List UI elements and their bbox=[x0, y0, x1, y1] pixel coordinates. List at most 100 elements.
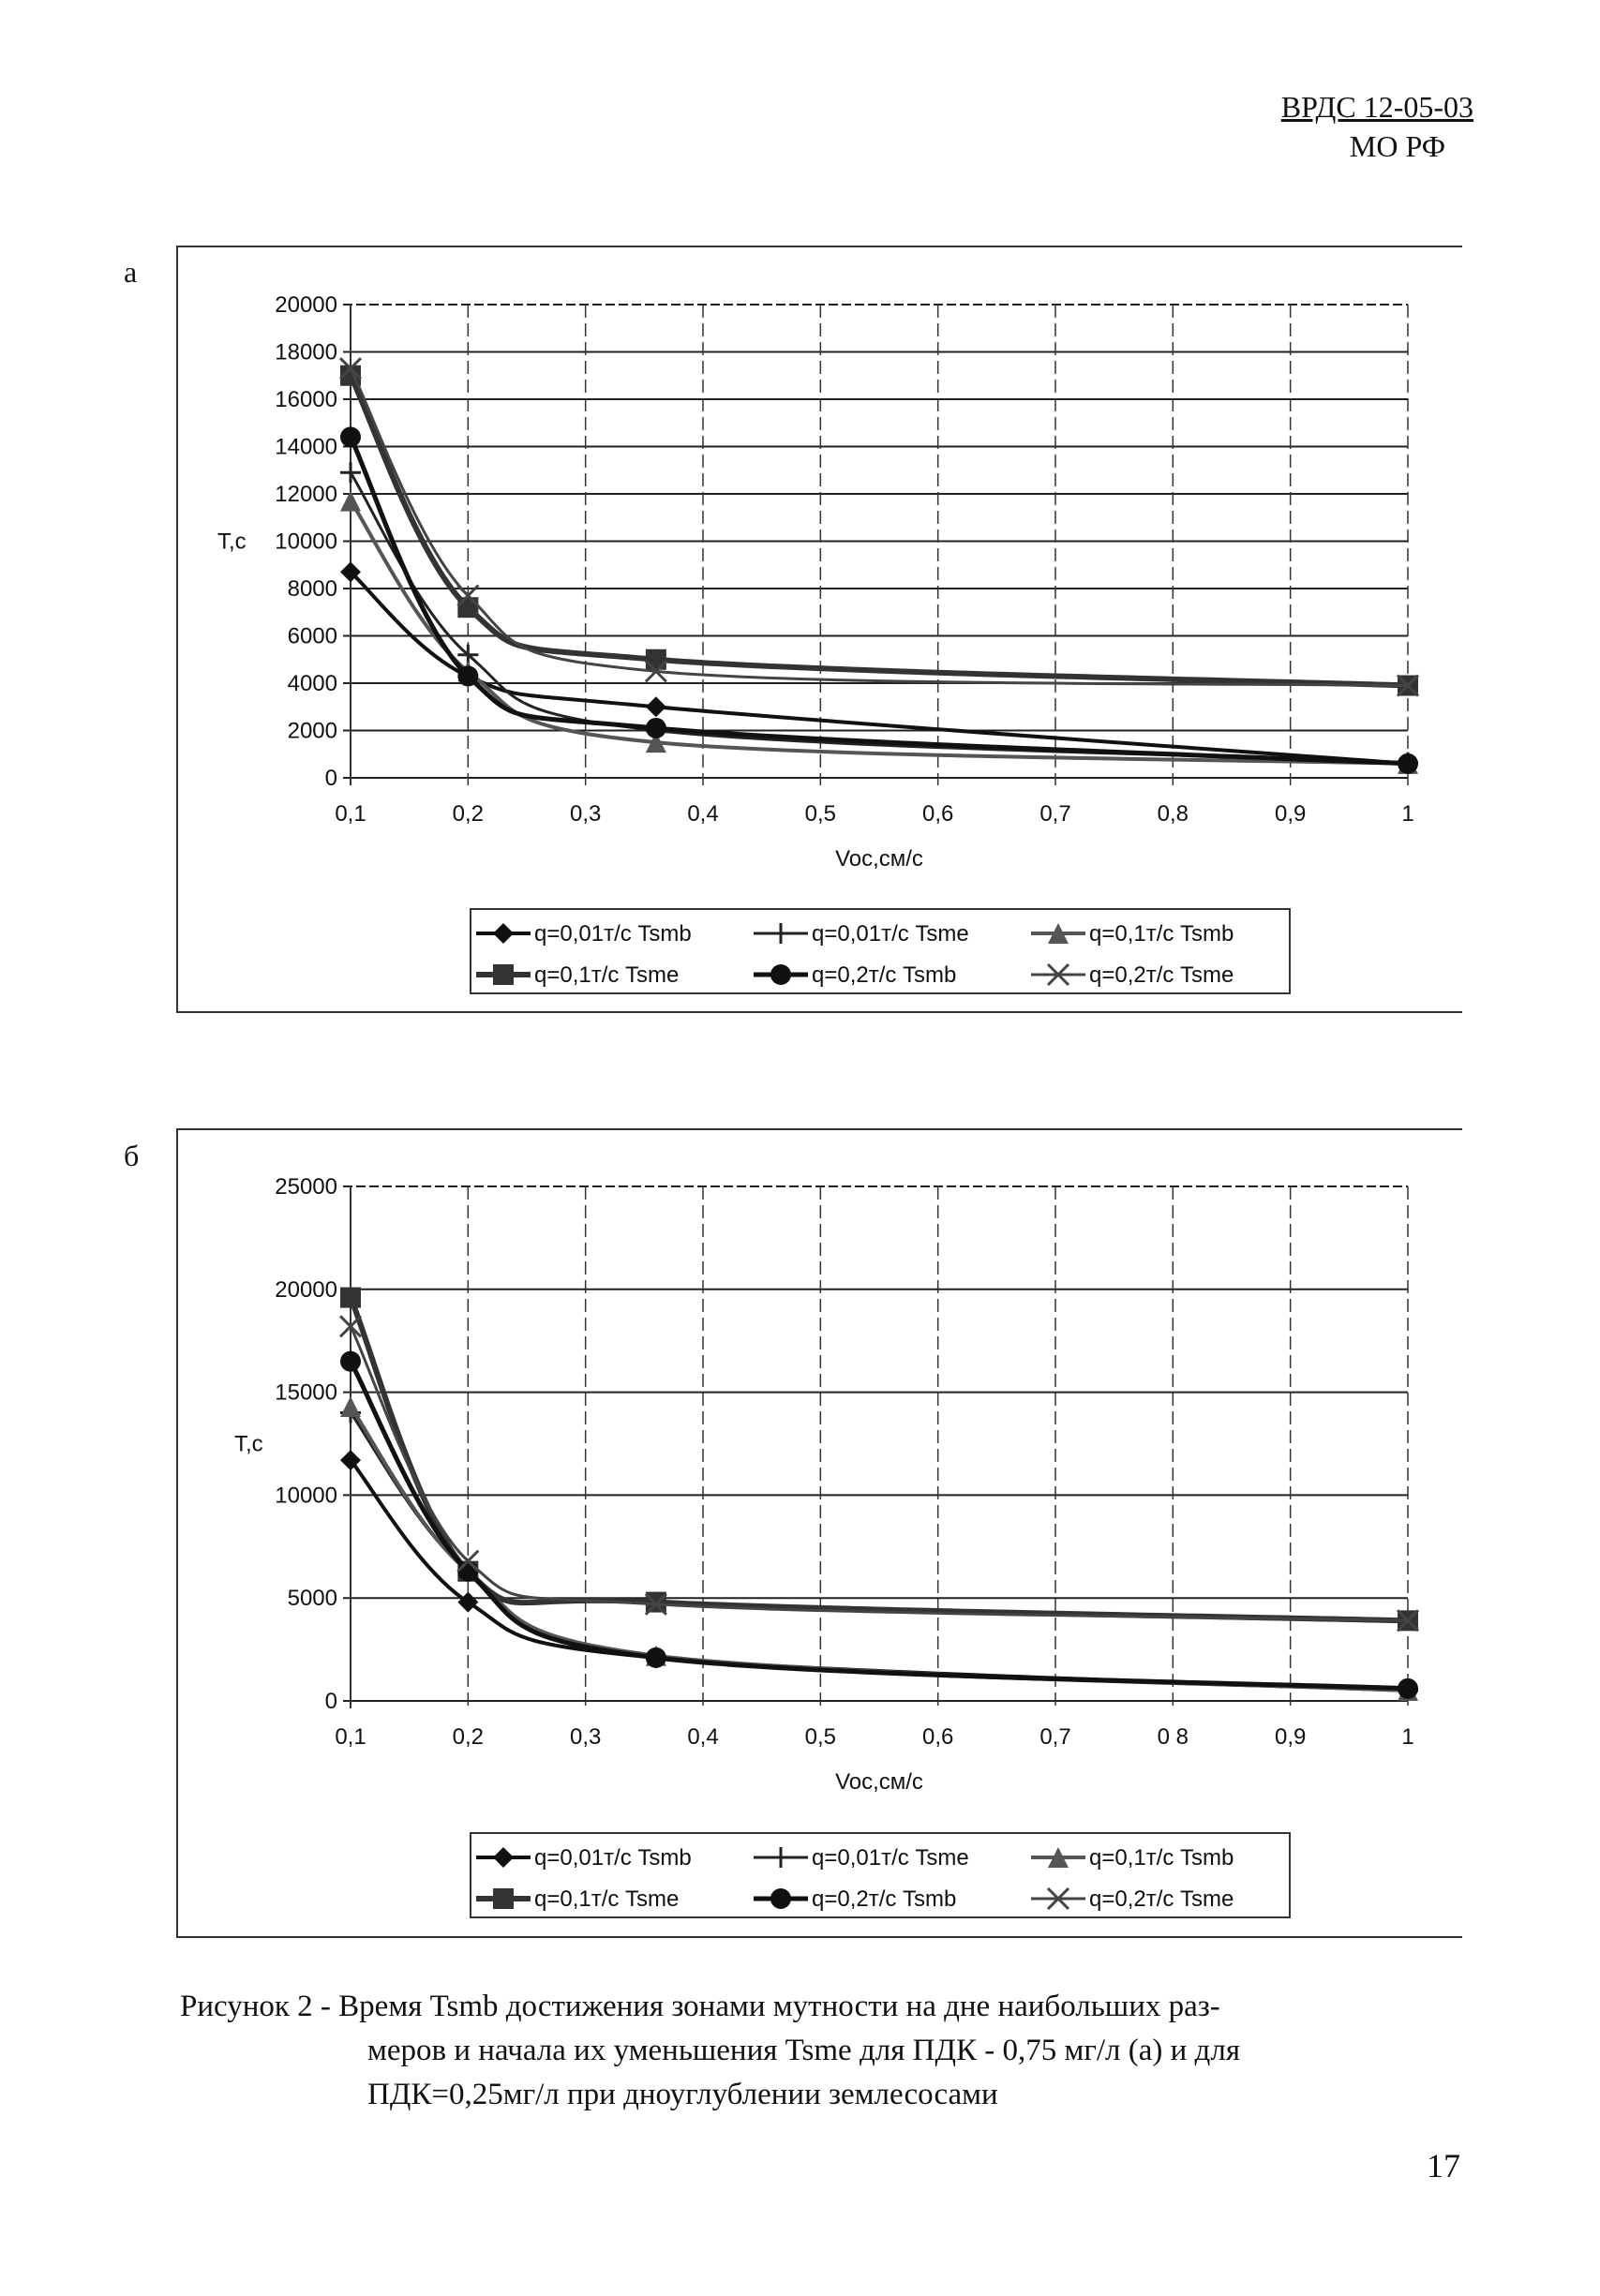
x-axis-label: Voc,см/с bbox=[835, 1769, 923, 1795]
data-point bbox=[644, 1592, 667, 1616]
y-tick-label: 0 bbox=[325, 766, 337, 791]
data-point bbox=[340, 1287, 361, 1308]
y-tick-label: 12000 bbox=[275, 482, 337, 507]
legend-entry: q=0,01т/с Tsmb bbox=[534, 1845, 692, 1871]
y-tick-label: 25000 bbox=[275, 1174, 337, 1200]
legend-entry: q=0,1т/с Tsme bbox=[534, 1886, 679, 1912]
panel-label-a: а bbox=[124, 255, 138, 289]
data-point bbox=[340, 561, 361, 583]
series-4 bbox=[340, 1350, 1418, 1699]
x-tick-label: 0,5 bbox=[805, 801, 836, 827]
legend-entry: q=0,01т/с Tsme bbox=[812, 1845, 969, 1871]
series-line bbox=[348, 374, 1409, 689]
y-tick-label: 0 bbox=[325, 1689, 337, 1714]
chart-a-frame: 0 2000 4000 6000 8000 10000 12000 14000 16000 180… bbox=[176, 246, 1462, 1013]
data-point bbox=[456, 1549, 480, 1573]
x-tick-label: 1 bbox=[1401, 801, 1413, 827]
data-point bbox=[1398, 1677, 1418, 1699]
y-axis-label: T,c bbox=[217, 529, 247, 555]
series-5 bbox=[338, 1315, 1420, 1633]
legend-entry: q=0,2т/с Tsme bbox=[1089, 1886, 1234, 1912]
organization: МО РФ bbox=[1349, 129, 1445, 163]
data-point bbox=[338, 357, 363, 380]
series-line bbox=[349, 471, 1409, 765]
legend-entry: q=0,1т/с Tsmb bbox=[1089, 921, 1234, 947]
legend-marker bbox=[1046, 962, 1070, 987]
data-point bbox=[340, 1450, 361, 1471]
legend-entry: q=0,2т/с Tsmb bbox=[812, 1886, 956, 1912]
figure-caption: Рисунок 2 - Время Tsmb достижения зонами… bbox=[180, 1985, 1427, 2117]
document-code: ВРДС 12-05-03 bbox=[1280, 90, 1473, 124]
data-point bbox=[645, 649, 666, 670]
data-point bbox=[340, 1350, 361, 1372]
x-tick-label: 0,3 bbox=[570, 801, 601, 827]
legend-box bbox=[470, 908, 1291, 994]
legend-entry: q=0,1т/с Tsme bbox=[534, 962, 679, 988]
series-4 bbox=[340, 426, 1418, 774]
chart-b-frame: 0 5000 10000 15000 20000 25000 0,1 0,2 0,3 0,4 0,5… bbox=[176, 1128, 1462, 1938]
x-tick-label: 0,4 bbox=[687, 1724, 718, 1750]
series-2 bbox=[340, 1395, 1418, 1702]
caption-line: Рисунок 2 - Время Tsmb достижения зонами… bbox=[180, 1990, 1220, 2023]
caption-line: ПДК=0,25мг/л при дноуглублении землесоса… bbox=[367, 2078, 998, 2111]
data-point bbox=[340, 462, 361, 484]
x-tick-label: 0 8 bbox=[1158, 1724, 1189, 1750]
data-point bbox=[645, 1647, 666, 1668]
x-tick-label: 1 bbox=[1401, 1724, 1413, 1750]
series-1 bbox=[340, 1402, 1418, 1702]
x-tick-label: 0,6 bbox=[922, 801, 953, 827]
series-line bbox=[349, 1411, 1409, 1692]
legend: q=0,01т/с Tsmb q=0,01т/с Tsme q=0,1т/с Tsm… bbox=[470, 908, 1291, 994]
legend-marker bbox=[1048, 1847, 1069, 1868]
series-3 bbox=[340, 365, 1418, 696]
series-line bbox=[349, 1325, 1409, 1622]
x-tick-label: 0,4 bbox=[687, 801, 718, 827]
legend-marker bbox=[770, 923, 791, 944]
caption-line: меров и начала их уменьшения Tsme для ПД… bbox=[367, 2034, 1240, 2067]
x-tick-label: 0,2 bbox=[453, 801, 484, 827]
data-point bbox=[1396, 674, 1420, 697]
y-tick-label: 10000 bbox=[275, 1483, 337, 1508]
series-5 bbox=[338, 357, 1420, 697]
y-tick-label: 6000 bbox=[288, 624, 337, 649]
data-point bbox=[1398, 753, 1418, 774]
data-point bbox=[338, 1315, 363, 1338]
data-point bbox=[457, 1560, 479, 1582]
series-line bbox=[349, 570, 1409, 766]
panel-label-b: б bbox=[124, 1139, 140, 1172]
data-point bbox=[457, 665, 479, 687]
x-tick-label: 0,8 bbox=[1158, 801, 1189, 827]
y-axis-label: T,c bbox=[234, 1432, 263, 1457]
legend-marker bbox=[770, 1888, 791, 1909]
data-point bbox=[340, 426, 361, 448]
data-point bbox=[645, 1591, 666, 1613]
legend-box bbox=[470, 1832, 1291, 1918]
y-tick-label: 5000 bbox=[288, 1586, 337, 1611]
y-tick-label: 8000 bbox=[288, 576, 337, 602]
legend-marker bbox=[1048, 923, 1069, 944]
chart-a: 0 2000 4000 6000 8000 10000 12000 14000 16000 180… bbox=[217, 292, 1420, 994]
series-3 bbox=[340, 1287, 1418, 1632]
data-point bbox=[645, 717, 666, 738]
series-line bbox=[349, 499, 1409, 766]
series-0 bbox=[340, 1450, 1418, 1702]
legend-marker bbox=[493, 964, 514, 985]
data-point bbox=[645, 732, 666, 753]
legend-entry: q=0,2т/с Tsmb bbox=[812, 962, 956, 988]
legend-marker bbox=[770, 964, 791, 985]
data-point bbox=[456, 584, 480, 607]
legend-entry: q=0,1т/с Tsmb bbox=[1089, 1845, 1234, 1871]
legend-entry: q=0,2т/с Tsme bbox=[1089, 962, 1234, 988]
data-point bbox=[644, 660, 667, 683]
y-tick-label: 10000 bbox=[275, 529, 337, 555]
data-point bbox=[645, 696, 666, 718]
legend-marker bbox=[493, 923, 514, 944]
y-tick-label: 18000 bbox=[275, 340, 337, 365]
page-number: 17 bbox=[1427, 2147, 1460, 2184]
data-point bbox=[457, 1591, 479, 1613]
series-line bbox=[348, 436, 1409, 767]
y-tick-label: 2000 bbox=[288, 719, 337, 744]
y-tick-label: 14000 bbox=[275, 435, 337, 460]
x-tick-label: 0,3 bbox=[570, 1724, 601, 1750]
